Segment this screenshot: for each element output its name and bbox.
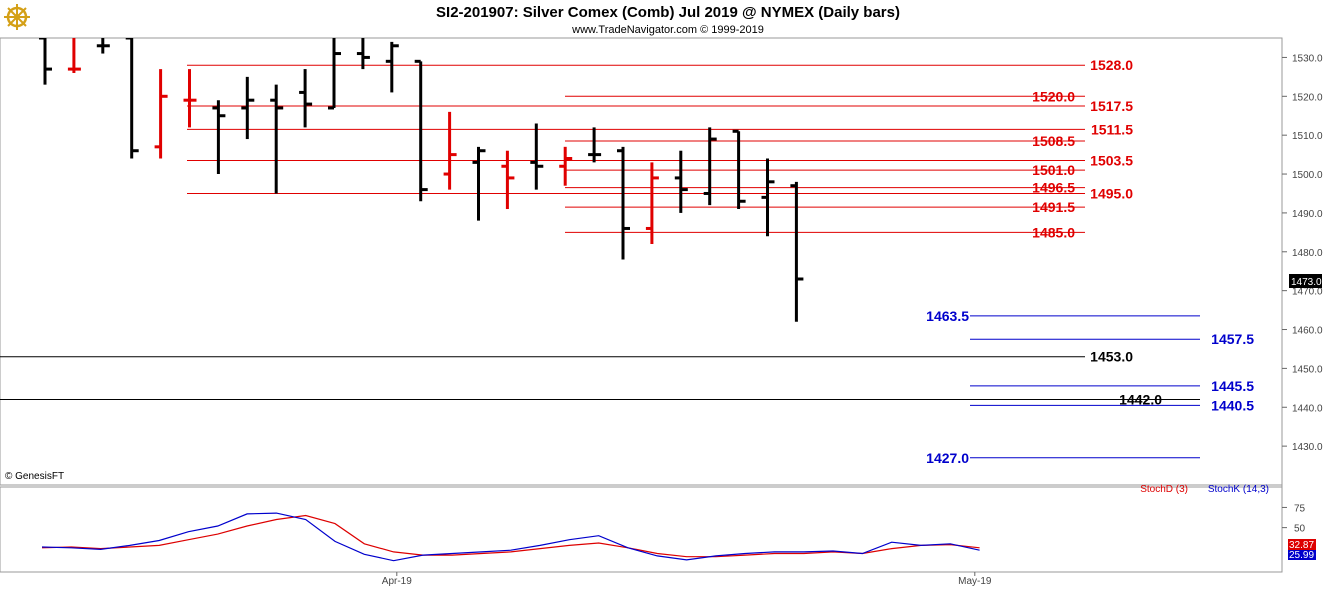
price-tick-label: 1500.0 <box>1292 170 1323 181</box>
ohlc-bar <box>501 150 515 210</box>
stoch-d-last-value: 32.87 <box>1289 540 1314 551</box>
ohlc-bars <box>39 38 804 322</box>
ohlc-bar <box>299 69 313 128</box>
level-label: 1503.5 <box>1090 152 1133 168</box>
stochastic-layer: 75 50 <box>41 503 1306 562</box>
ohlc-bar <box>385 41 399 93</box>
level-label: 1528.0 <box>1090 57 1133 73</box>
price-tick-label: 1470.0 <box>1292 287 1323 298</box>
ohlc-bar <box>472 146 486 221</box>
ohlc-bar <box>183 69 197 128</box>
price-tick-label: 1490.0 <box>1292 209 1323 220</box>
level-label: 1445.5 <box>1211 378 1254 394</box>
level-label: 1485.0 <box>1032 224 1075 240</box>
ohlc-bar <box>67 38 81 73</box>
ohlc-bar <box>732 129 746 210</box>
stoch-k-last-value: 25.99 <box>1289 550 1314 561</box>
level-label: 1508.5 <box>1032 133 1075 149</box>
ohlc-bar <box>212 100 226 175</box>
price-tick-label: 1520.0 <box>1292 92 1323 103</box>
level-label: 1453.0 <box>1090 349 1133 365</box>
x-axis: Apr-19 May-19 <box>382 572 992 587</box>
price-tick-label: 1510.0 <box>1292 131 1323 142</box>
ohlc-bar <box>125 38 139 159</box>
last-price-badge <box>1289 274 1322 288</box>
stoch-k-line <box>41 512 980 562</box>
ohlc-bar <box>414 59 428 202</box>
level-label: 1442.0 <box>1119 391 1162 407</box>
x-tick-label: Apr-19 <box>382 576 412 587</box>
ohlc-bar <box>443 111 457 190</box>
last-price-value: 1473.0 <box>1291 277 1322 288</box>
chart-title: SI2-201907: Silver Comex (Comb) Jul 2019… <box>436 4 900 21</box>
ohlc-bar <box>645 162 659 245</box>
level-label: 1491.5 <box>1032 199 1075 215</box>
price-tick-label: 1430.0 <box>1292 442 1323 453</box>
legend-stoch-k: StochK (14,3) <box>1208 484 1269 495</box>
ohlc-bar <box>328 38 341 110</box>
ohlc-bar <box>241 76 255 140</box>
price-tick-label: 1460.0 <box>1292 326 1323 337</box>
stoch-d-last-badge <box>1288 539 1316 550</box>
stoch-tick-label: 50 <box>1294 524 1306 535</box>
ohlc-bar <box>270 84 284 194</box>
level-label: 1463.5 <box>926 308 969 324</box>
price-tick-label: 1530.0 <box>1292 53 1323 64</box>
stoch-d-line <box>41 514 980 558</box>
level-label: 1427.0 <box>926 450 969 466</box>
stoch-tick-label: 75 <box>1294 503 1306 514</box>
level-label: 1495.0 <box>1090 185 1133 201</box>
price-axis: 1530.0 1520.0 1510.0 1500.0 1490.0 1480.0 1470… <box>1282 53 1323 453</box>
x-tick-label: May-19 <box>958 576 992 587</box>
legend-stoch-d: StochD (3) <box>1140 484 1188 495</box>
ohlc-bar <box>356 38 370 70</box>
ohlc-bar <box>703 127 717 206</box>
ohlc-bar <box>559 146 573 186</box>
chart-subtitle: www.TradeNavigator.com © 1999-2019 <box>571 24 764 36</box>
ohlc-bar <box>96 38 110 54</box>
ohlc-bar <box>588 127 602 163</box>
level-label: 1496.5 <box>1032 180 1075 196</box>
ship-wheel-logo-icon <box>4 4 30 30</box>
ohlc-bar <box>617 146 630 260</box>
level-label: 1440.5 <box>1211 397 1254 413</box>
price-tick-label: 1440.0 <box>1292 403 1323 414</box>
ohlc-bar <box>761 158 775 237</box>
level-label: 1517.5 <box>1090 98 1133 114</box>
level-label: 1457.5 <box>1211 331 1254 347</box>
level-label: 1520.0 <box>1032 88 1075 104</box>
ohlc-bar <box>674 150 688 213</box>
stoch-k-last-badge <box>1288 550 1316 560</box>
level-label: 1501.0 <box>1032 162 1075 178</box>
ohlc-bar <box>154 69 168 159</box>
price-tick-label: 1480.0 <box>1292 248 1323 259</box>
levels-layer: 1528.0 1520.0 1517.5 1511.5 1508.5 1503.5 1501… <box>0 57 1254 466</box>
price-tick-label: 1450.0 <box>1292 364 1323 375</box>
ohlc-bar <box>530 123 544 190</box>
ohlc-bar <box>39 38 52 85</box>
level-label: 1511.5 <box>1091 121 1133 137</box>
watermark: © GenesisFT <box>5 471 64 482</box>
ohlc-bar <box>790 181 804 322</box>
